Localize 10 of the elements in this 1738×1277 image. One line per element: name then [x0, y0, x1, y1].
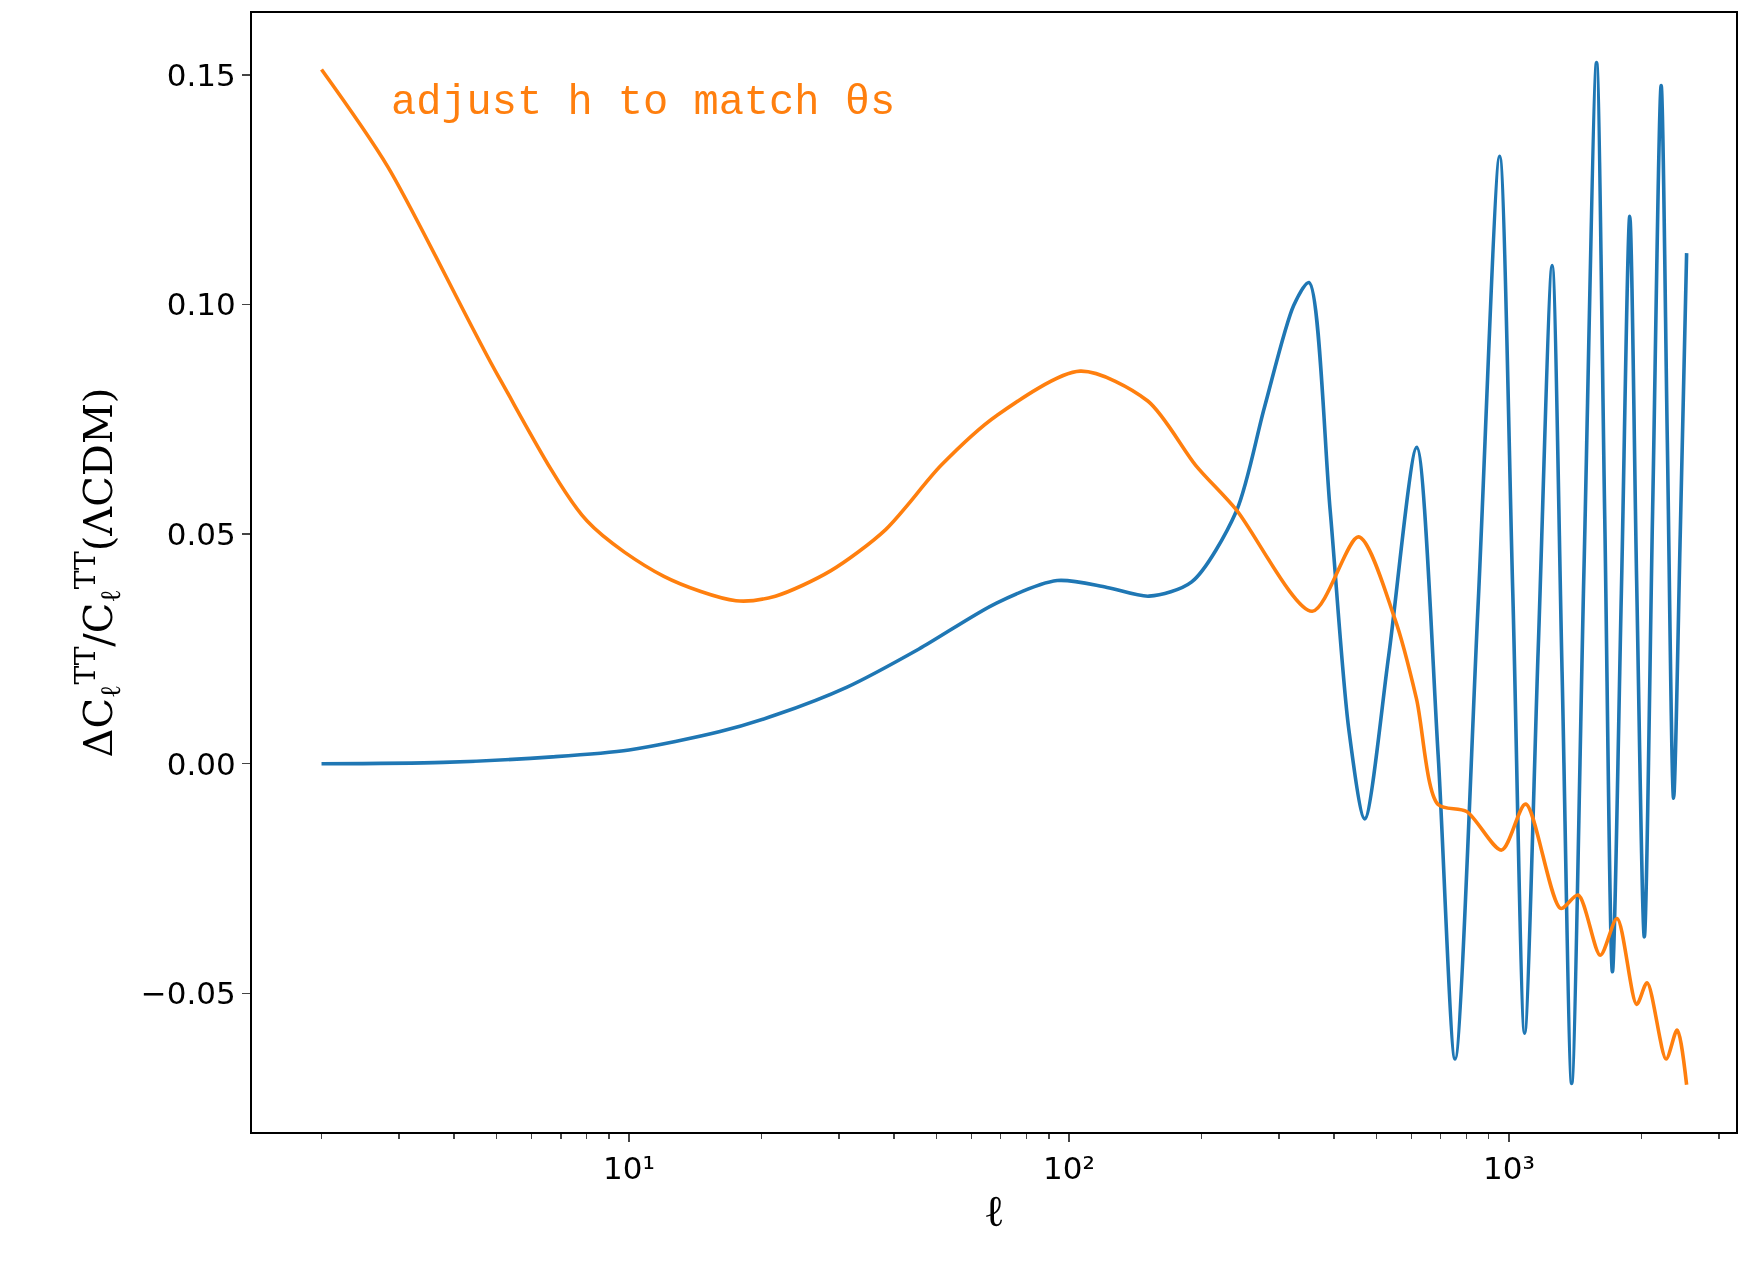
y-tick-label: −0.05 [140, 975, 236, 1012]
y-tick-label: 0.10 [166, 286, 236, 323]
x-tick-label: 10¹ [603, 1150, 655, 1187]
y-tick-label: 0.15 [166, 56, 236, 93]
x-axis-title: ℓ [983, 1185, 1005, 1236]
x-tick-label: 10² [1043, 1150, 1095, 1187]
y-tick-label: 0.00 [166, 745, 236, 782]
x-tick-label: 10³ [1483, 1150, 1535, 1187]
annotation: adjust h to match θs [391, 79, 896, 127]
y-tick-label: 0.05 [166, 516, 236, 553]
